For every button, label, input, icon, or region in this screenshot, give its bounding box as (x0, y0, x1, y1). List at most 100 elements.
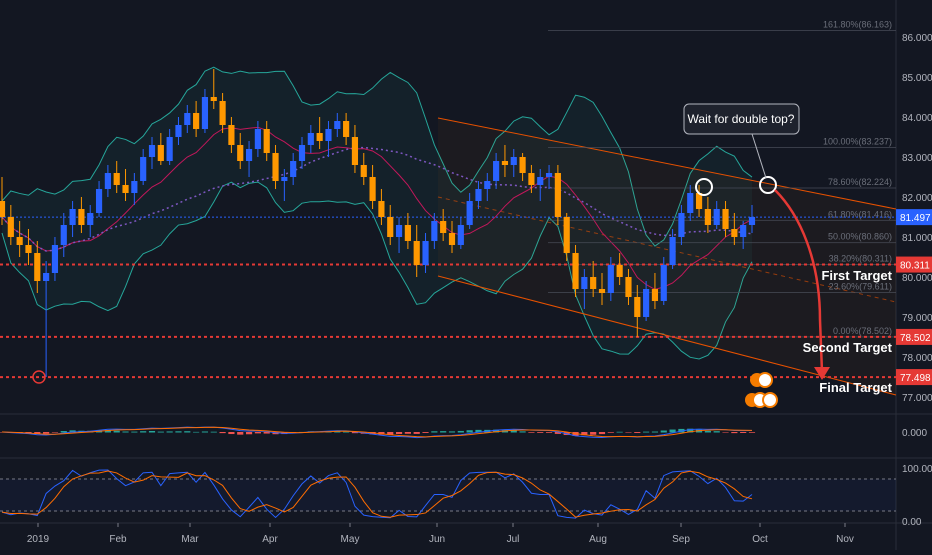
price-tick-label: 77.000 (902, 393, 932, 404)
stoch-tick-label: 100.00 (902, 464, 932, 475)
macd-histogram-bar (448, 431, 456, 433)
macd-histogram-bar (554, 432, 561, 434)
candle-body (395, 225, 403, 237)
macd-histogram-bar (157, 431, 164, 433)
candle-body (554, 173, 561, 217)
candle-body (740, 225, 747, 237)
fib-level-label: 23.60%(79.611) (829, 282, 892, 292)
bollinger-fill (2, 67, 752, 359)
candle-body (448, 233, 456, 245)
price-tick-label: 79.000 (902, 313, 932, 324)
macd-histogram-bar (201, 431, 209, 433)
candle-body (590, 277, 597, 289)
candle-body (510, 157, 517, 165)
candle-body (581, 277, 588, 289)
macd-histogram-bar (334, 431, 341, 433)
candle-body (245, 149, 253, 161)
macd-histogram-bar (60, 431, 67, 433)
candle-body (316, 133, 323, 141)
macd-histogram-bar (431, 431, 438, 433)
candle-body (643, 289, 650, 317)
candle-body (616, 265, 623, 277)
candle-body (607, 265, 614, 293)
price-tag (896, 328, 932, 345)
macd-histogram-bar (537, 432, 544, 433)
candle-body (201, 97, 209, 129)
candle-body (272, 153, 279, 181)
macd-histogram-bar (148, 430, 156, 433)
stochastic-pane: 100.00 0.00 (0, 464, 932, 528)
candle-body (678, 213, 685, 237)
candle-body (404, 225, 411, 241)
macd-histogram-bar (113, 430, 120, 433)
fib-level-label: 161.80%(86.163) (823, 19, 892, 29)
candle-body (484, 181, 491, 189)
macd-histogram-bar (475, 429, 482, 433)
candle-body (60, 225, 67, 245)
candle-body (369, 177, 376, 201)
price-tick-label: 85.000 (902, 73, 932, 84)
candle-body (237, 145, 244, 161)
candle-body (387, 217, 394, 237)
macd-tick-label: 0.000 (902, 428, 927, 439)
bollinger-upper (1, 66, 753, 247)
moving-averages (1, 126, 753, 290)
price-tick-label: 82.000 (902, 193, 932, 204)
target-labels: First Target Second Target Final Target (803, 268, 893, 395)
candle-body (34, 253, 41, 281)
price-tag-label: 80.311 (900, 261, 930, 272)
candle-body (343, 121, 350, 137)
candle-body (493, 161, 500, 181)
candle-body (431, 221, 438, 241)
macd-histogram-bar (660, 430, 667, 433)
price-tick-label: 86.000 (902, 33, 932, 44)
candle-body (210, 97, 217, 101)
candle-body (219, 101, 226, 125)
candle-body (175, 125, 182, 137)
macd-histogram-bar (104, 430, 111, 433)
candlesticks (0, 69, 756, 377)
macd-histogram-bar (493, 429, 500, 433)
macd-histogram-bar (140, 431, 147, 433)
callout: Wait for double top? (683, 103, 800, 179)
macd-histogram-bar (607, 432, 614, 433)
candle-body (563, 217, 570, 253)
candle-body (351, 137, 359, 165)
fib-level-label: 78.60%(82.224) (828, 177, 892, 187)
time-tick-label: Mar (181, 534, 199, 545)
macd-histogram-bar (519, 431, 526, 433)
macd-histogram-bar (687, 428, 694, 433)
callout-text: Wait for double top? (688, 112, 795, 126)
target-label: Second Target (803, 340, 893, 355)
macd-histogram-bar (219, 432, 226, 434)
fib-level-label: 61.80%(81.416) (828, 209, 892, 219)
macd-histogram-bar (254, 432, 261, 434)
time-tick-label: Feb (109, 534, 127, 545)
stoch-k-line (1, 469, 753, 519)
macd-histogram-bar (440, 431, 447, 433)
macd-histogram-bar (343, 431, 350, 433)
candle-body (0, 201, 6, 217)
time-tick-label: 2019 (27, 534, 50, 545)
time-tick-label: Aug (589, 534, 607, 545)
candle-body (713, 209, 720, 225)
earnings-badge-icon (762, 392, 778, 408)
price-tick-label: 80.000 (902, 273, 932, 284)
candle-body (184, 113, 191, 125)
macd-histogram-bar (740, 432, 747, 433)
candle-body (193, 113, 200, 129)
macd-histogram-bar (722, 432, 729, 433)
bollinger-bands (1, 66, 753, 360)
time-tick-label: Sep (672, 534, 690, 545)
projection-arrow (774, 189, 824, 373)
ma-short (1, 126, 753, 290)
candle-body (572, 253, 579, 289)
candle-body (325, 129, 332, 141)
target-label: First Target (821, 268, 892, 283)
macd-histogram-bar (69, 430, 76, 433)
price-axis: 86.000 85.000 84.000 83.000 82.000 81.000 80.0… (902, 33, 932, 404)
earnings-badge-icon (757, 372, 773, 388)
macd-histogram-bar (704, 430, 711, 433)
